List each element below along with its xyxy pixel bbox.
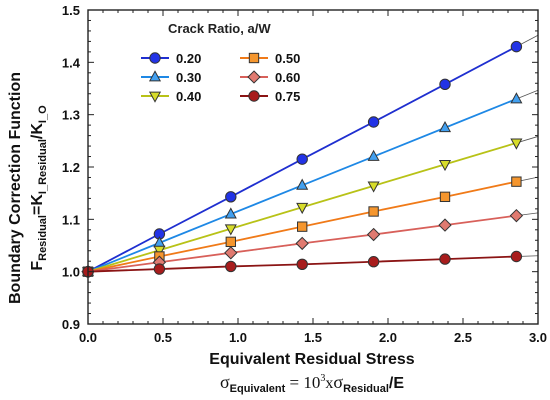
series-0.30-point-5 [367, 149, 380, 161]
plot-marks [81, 34, 539, 279]
x-tick-label: 1.0 [229, 330, 247, 345]
legend-0.60-marker [247, 70, 261, 84]
series-0.40-point-4 [296, 202, 309, 215]
series-0.20-point-3 [225, 191, 237, 203]
series-0.75-point-3 [225, 260, 237, 273]
legend-0.50-marker [248, 52, 260, 64]
series-0.20 [82, 34, 539, 278]
x-axis-formula: σEquivalent = 103xσResidual/E [220, 372, 404, 395]
axes: 0.0 0.5 1.0 1.5 2.0 2.5 3.0 0.9 1.0 1.1 1.2 1.3 1.4 1… [62, 3, 547, 345]
series-0.40-point-5 [367, 181, 380, 193]
x-tick-label: 3.0 [529, 330, 547, 345]
y-tick-label: 1.5 [62, 3, 80, 18]
series-0.60-point-3 [224, 246, 238, 260]
legend-0.75-label: 0.75 [275, 89, 300, 104]
legend-0.50-label: 0.50 [275, 51, 300, 66]
series-0.60-point-6 [438, 218, 452, 232]
legend-0.30-marker [148, 70, 162, 82]
series-0.75-point-5 [367, 256, 380, 268]
series-0.40-point-7 [510, 138, 523, 150]
legend-0.60-label: 0.60 [275, 70, 300, 85]
y-axis-title: Boundary Correction Function [7, 72, 24, 304]
x-tick-label: 2.5 [454, 330, 472, 345]
series-0.75-point-6 [439, 253, 451, 265]
series-0.75 [82, 250, 539, 278]
series-0.60-point-5 [366, 227, 381, 242]
series-0.20-point-4 [296, 153, 308, 165]
series-0.60-point-4 [295, 236, 309, 251]
y-tick-label: 1.0 [62, 265, 80, 280]
y-tick-label: 1.2 [62, 160, 80, 175]
y-axis-subtitle: FResidual=KI_Residual/KI_O [29, 105, 49, 271]
series-0.40 [81, 136, 539, 279]
series-0.40-point-3 [224, 224, 237, 236]
legend-0.40-marker [148, 91, 162, 103]
series-0.50-point-6 [439, 191, 451, 203]
legend-0.20-marker [149, 52, 161, 64]
legend-title: Crack Ratio, a/W [168, 21, 271, 36]
y-tick-label: 1.4 [62, 55, 81, 70]
series-0.50-point-3 [225, 236, 236, 248]
legend: Crack Ratio, a/W 0.20 0.30 0.40 0.50 0.60 0.7… [141, 21, 300, 104]
x-tick-label: 0.0 [79, 330, 97, 345]
series-0.30-point-3 [224, 207, 237, 219]
series-0.50-point-5 [368, 206, 379, 217]
series-0.30-point-4 [296, 178, 309, 190]
series-0.75-point-4 [296, 258, 308, 271]
series-0.40-point-2 [153, 245, 166, 257]
series-0.40-point-6 [438, 159, 452, 172]
y-tick-label: 1.1 [62, 212, 80, 227]
series-0.50-point-7 [511, 176, 522, 187]
series-0.60-point-7 [509, 208, 524, 223]
series-0.20-point-5 [367, 116, 380, 128]
legend-0.40-label: 0.40 [176, 89, 201, 104]
series-0.30-point-7 [510, 92, 523, 104]
series-0.75-point-7 [510, 250, 523, 263]
legend-0.20-label: 0.20 [176, 51, 201, 66]
series-0.20-point-6 [439, 78, 451, 91]
x-axis-title: Equivalent Residual Stress [209, 351, 415, 368]
legend-0.30-label: 0.30 [176, 70, 201, 85]
series-0.60 [81, 208, 539, 279]
y-tick-label: 1.3 [62, 108, 80, 123]
legend-0.75-marker [248, 90, 260, 102]
series-0.75-point-2 [153, 263, 166, 275]
y-tick-label: 0.9 [62, 317, 80, 332]
x-tick-label: 2.0 [379, 330, 397, 345]
series-0.50-point-4 [297, 221, 308, 232]
x-tick-label: 1.5 [304, 330, 322, 345]
series-0.30-point-6 [438, 120, 452, 133]
series-0.20-point-7 [510, 40, 523, 53]
x-tick-label: 0.5 [154, 330, 172, 345]
series-0.50 [82, 176, 539, 277]
series-0.30 [81, 89, 539, 277]
